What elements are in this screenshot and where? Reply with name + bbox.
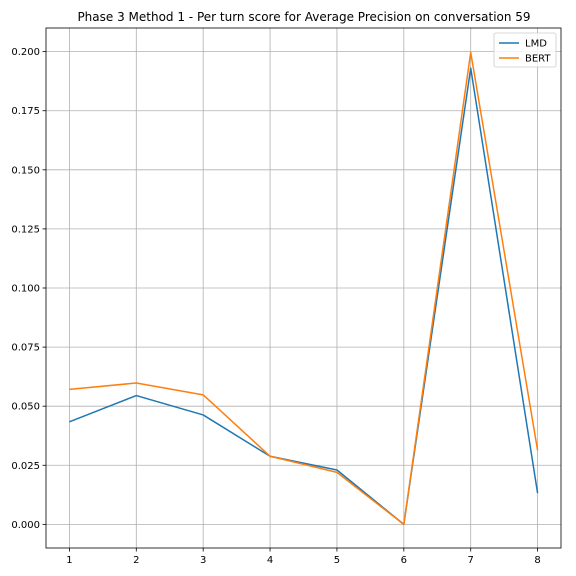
y-tick-label: 0.200 xyxy=(11,47,40,58)
x-tick-label: 2 xyxy=(133,555,139,566)
series-line-lmd xyxy=(69,67,539,526)
x-tick-label: 7 xyxy=(468,555,474,566)
x-tick-label: 3 xyxy=(200,555,206,566)
y-tick-label: 0.100 xyxy=(11,284,40,295)
x-axis: 1 2 3 4 5 6 7 8 xyxy=(66,548,541,566)
x-tick-label: 6 xyxy=(401,555,407,566)
x-tick-label: 1 xyxy=(66,555,72,566)
legend: LMD BERT xyxy=(493,32,557,68)
y-tick-label: 0.075 xyxy=(11,343,40,354)
x-tick-label: 4 xyxy=(267,555,273,566)
y-tick-label: 0.000 xyxy=(11,520,40,531)
y-tick-label: 0.025 xyxy=(11,461,40,472)
series-lines xyxy=(69,51,539,526)
grid xyxy=(46,28,561,548)
y-tick-label: 0.050 xyxy=(11,402,40,413)
series-line-bert xyxy=(69,51,539,526)
legend-label-lmd: LMD xyxy=(525,39,547,50)
y-tick-label: 0.150 xyxy=(11,165,40,176)
y-axis: 0.000 0.025 0.050 0.075 0.100 0.125 0.150 0.175… xyxy=(11,47,46,531)
chart-title: Phase 3 Method 1 - Per turn score for Av… xyxy=(77,10,530,24)
x-tick-label: 5 xyxy=(334,555,340,566)
y-tick-label: 0.175 xyxy=(11,106,40,117)
x-tick-label: 8 xyxy=(534,555,540,566)
legend-label-bert: BERT xyxy=(525,54,551,65)
y-tick-label: 0.125 xyxy=(11,224,40,235)
